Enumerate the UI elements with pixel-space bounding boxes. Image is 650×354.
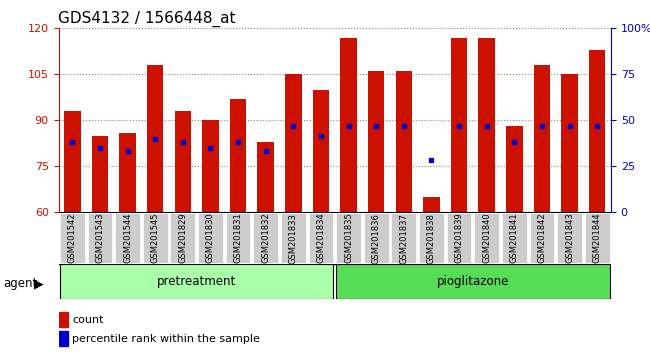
FancyBboxPatch shape <box>447 213 471 263</box>
Text: agent: agent <box>3 278 38 290</box>
FancyBboxPatch shape <box>502 213 526 263</box>
Bar <box>423 197 439 212</box>
FancyBboxPatch shape <box>170 213 195 263</box>
Text: GSM201840: GSM201840 <box>482 213 491 263</box>
Text: ▶: ▶ <box>34 278 44 290</box>
FancyBboxPatch shape <box>309 213 333 263</box>
FancyBboxPatch shape <box>198 213 223 263</box>
Bar <box>534 65 550 212</box>
FancyBboxPatch shape <box>115 213 140 263</box>
Text: pioglitazone: pioglitazone <box>437 275 509 288</box>
Text: GSM201830: GSM201830 <box>206 213 215 263</box>
Bar <box>64 111 81 212</box>
Text: GDS4132 / 1566448_at: GDS4132 / 1566448_at <box>58 11 236 27</box>
FancyBboxPatch shape <box>585 213 610 263</box>
FancyBboxPatch shape <box>254 213 278 263</box>
Bar <box>202 120 218 212</box>
Text: GSM201832: GSM201832 <box>261 213 270 263</box>
Text: GSM201836: GSM201836 <box>372 213 381 263</box>
FancyBboxPatch shape <box>88 213 112 263</box>
Text: GSM201829: GSM201829 <box>178 213 187 263</box>
Text: GSM201838: GSM201838 <box>427 213 436 263</box>
Bar <box>561 74 578 212</box>
FancyBboxPatch shape <box>60 213 84 263</box>
Text: GSM201831: GSM201831 <box>233 213 242 263</box>
Text: GSM201844: GSM201844 <box>593 213 602 263</box>
Bar <box>230 99 246 212</box>
Bar <box>395 71 412 212</box>
FancyBboxPatch shape <box>530 213 554 263</box>
Bar <box>174 111 191 212</box>
Bar <box>58 312 68 327</box>
FancyBboxPatch shape <box>419 213 444 263</box>
Bar <box>313 90 329 212</box>
Bar <box>257 142 274 212</box>
Bar <box>336 264 610 299</box>
Text: percentile rank within the sample: percentile rank within the sample <box>72 334 260 344</box>
Bar <box>147 65 164 212</box>
FancyBboxPatch shape <box>281 213 306 263</box>
FancyBboxPatch shape <box>474 213 499 263</box>
Bar <box>285 74 302 212</box>
Bar <box>589 50 606 212</box>
Bar <box>60 264 333 299</box>
FancyBboxPatch shape <box>336 213 361 263</box>
Bar <box>58 331 68 346</box>
FancyBboxPatch shape <box>364 213 389 263</box>
Text: GSM201835: GSM201835 <box>344 213 353 263</box>
Text: GSM201544: GSM201544 <box>123 213 132 263</box>
Text: GSM201834: GSM201834 <box>317 213 326 263</box>
FancyBboxPatch shape <box>143 213 168 263</box>
Bar <box>368 71 384 212</box>
Bar <box>341 38 357 212</box>
Text: pretreatment: pretreatment <box>157 275 236 288</box>
Bar <box>478 38 495 212</box>
Bar <box>451 38 467 212</box>
Text: GSM201843: GSM201843 <box>565 213 574 263</box>
Text: GSM201837: GSM201837 <box>399 213 408 263</box>
Text: GSM201542: GSM201542 <box>68 213 77 263</box>
Text: GSM201839: GSM201839 <box>454 213 463 263</box>
Bar <box>120 133 136 212</box>
Text: GSM201841: GSM201841 <box>510 213 519 263</box>
Bar <box>506 126 523 212</box>
FancyBboxPatch shape <box>391 213 416 263</box>
Text: count: count <box>72 315 104 325</box>
Bar <box>92 136 108 212</box>
FancyBboxPatch shape <box>557 213 582 263</box>
Text: GSM201543: GSM201543 <box>96 213 105 263</box>
Text: GSM201545: GSM201545 <box>151 213 160 263</box>
FancyBboxPatch shape <box>226 213 250 263</box>
Text: GSM201833: GSM201833 <box>289 213 298 263</box>
Text: GSM201842: GSM201842 <box>538 213 547 263</box>
